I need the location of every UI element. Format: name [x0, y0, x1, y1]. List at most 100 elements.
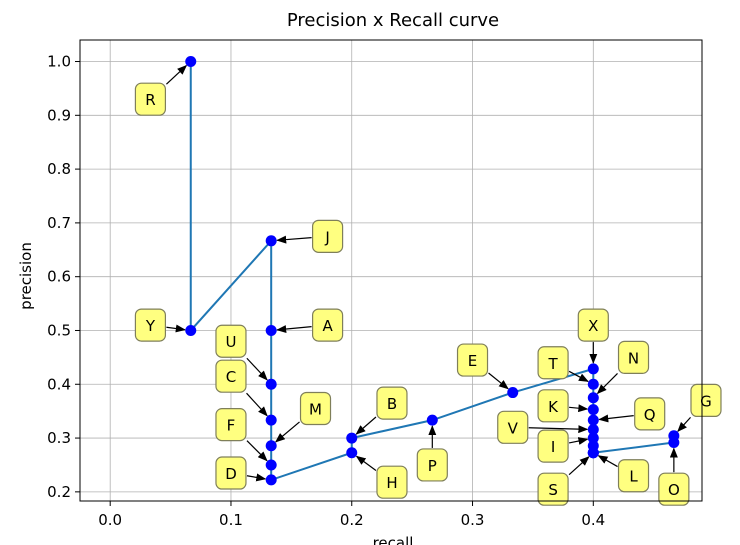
annotation-label: Y: [145, 317, 156, 335]
annotation-label: H: [386, 474, 397, 492]
x-tick-label: 0.1: [219, 511, 243, 529]
annotation-arrow: [568, 370, 589, 382]
annotation-box: [134, 82, 167, 116]
annotation-arrow: [166, 324, 186, 333]
annotation-arrow: [276, 325, 312, 334]
annotation-label: S: [548, 481, 558, 499]
x-axis-label: recall: [373, 534, 414, 545]
annotation-g: G: [677, 383, 722, 433]
annotation-box: [617, 340, 650, 374]
annotation-arrow: [597, 455, 618, 468]
data-point: [265, 324, 277, 336]
annotation-l: L: [597, 455, 650, 493]
annotation-arrow: [246, 357, 268, 381]
annotation-label: D: [225, 465, 237, 483]
data-point: [587, 392, 599, 404]
annotation-label: P: [428, 457, 437, 475]
annotation-label: L: [629, 468, 638, 486]
annotation-r: R: [134, 64, 188, 116]
y-tick-label: 1.0: [47, 53, 71, 71]
data-point: [346, 432, 358, 444]
annotation-k: K: [537, 389, 589, 423]
y-tick-label: 0.6: [47, 268, 71, 286]
data-point: [346, 447, 358, 459]
annotation-arrow: [598, 414, 634, 423]
data-point: [587, 414, 599, 426]
annotation-box: [690, 383, 722, 418]
annotation-label: C: [226, 368, 236, 386]
annotation-box: [299, 391, 332, 426]
annotation-box: [215, 324, 247, 358]
data-point: [507, 387, 519, 399]
axis-ticks: 0.0 0.1 0.2 0.3 0.4 0.2 0.3 0.4 0.5 0.6 0.7 0.8 0.9 1…: [47, 53, 605, 529]
data-point: [265, 474, 277, 486]
plot-frame: [79, 39, 703, 502]
annotation-n: N: [596, 340, 650, 395]
annotation-box: [311, 308, 344, 342]
data-point: [265, 235, 277, 247]
annotation-box: [634, 397, 666, 431]
data-point: [185, 324, 197, 336]
data-point: [265, 440, 277, 452]
annotation-e: E: [456, 343, 509, 390]
annotation-arrow: [246, 473, 267, 482]
annotation-f: F: [215, 408, 268, 462]
annotation-box: [658, 472, 690, 506]
y-tick-label: 0.8: [47, 160, 71, 178]
annotation-m: M: [275, 391, 332, 443]
data-point: [265, 459, 277, 471]
annotation-arrow: [568, 437, 589, 445]
annotation-box: [537, 429, 569, 463]
annotation-arrow: [355, 416, 377, 435]
annotation-label: K: [548, 398, 559, 416]
annotation-a: A: [276, 308, 344, 342]
data-points: [185, 56, 680, 486]
annotation-x: X: [577, 308, 609, 364]
data-point: [587, 432, 599, 444]
annotation-label: J: [324, 228, 329, 246]
y-tick-label: 0.4: [47, 375, 71, 393]
annotations: R Y J A UC M F D B H P E X T N K Q V I L S G O: [134, 64, 722, 506]
annotation-label: E: [468, 352, 477, 370]
annotation-arrow: [246, 392, 268, 417]
annotation-label: U: [225, 333, 236, 351]
annotation-t: T: [537, 346, 589, 382]
annotation-box: [215, 359, 247, 393]
annotation-label: G: [700, 392, 712, 410]
annotation-box: [456, 343, 489, 377]
annotation-box: [311, 219, 344, 253]
annotation-label: B: [387, 395, 397, 413]
data-point: [587, 424, 599, 436]
annotation-i: I: [537, 429, 589, 463]
annotation-c: C: [215, 359, 268, 417]
annotation-label: Q: [644, 406, 656, 424]
annotation-h: H: [355, 455, 408, 499]
annotation-box: [537, 472, 569, 506]
annotation-arrow: [276, 235, 312, 244]
y-tick-label: 0.7: [47, 214, 71, 232]
data-point: [587, 378, 599, 390]
data-point: [587, 447, 599, 459]
annotation-j: J: [276, 219, 344, 253]
annotation-p: P: [416, 425, 448, 482]
data-point: [587, 363, 599, 375]
annotation-arrow: [596, 373, 618, 395]
y-tick-label: 0.5: [47, 321, 71, 339]
annotation-box: [617, 459, 650, 493]
annotation-box: [537, 389, 569, 423]
annotation-label: N: [628, 349, 639, 367]
annotation-b: B: [355, 386, 408, 435]
annotation-arrow: [568, 456, 590, 476]
annotation-label: F: [227, 417, 236, 435]
data-point: [265, 414, 277, 426]
grid-lines: [80, 40, 702, 501]
x-tick-label: 0.0: [98, 511, 122, 529]
annotation-box: [416, 448, 448, 482]
x-tick-label: 0.4: [581, 511, 605, 529]
x-tick-label: 0.3: [461, 511, 485, 529]
annotation-label: I: [551, 438, 555, 456]
annotation-q: Q: [598, 397, 666, 431]
data-point: [265, 378, 277, 390]
annotation-box: [376, 386, 408, 420]
